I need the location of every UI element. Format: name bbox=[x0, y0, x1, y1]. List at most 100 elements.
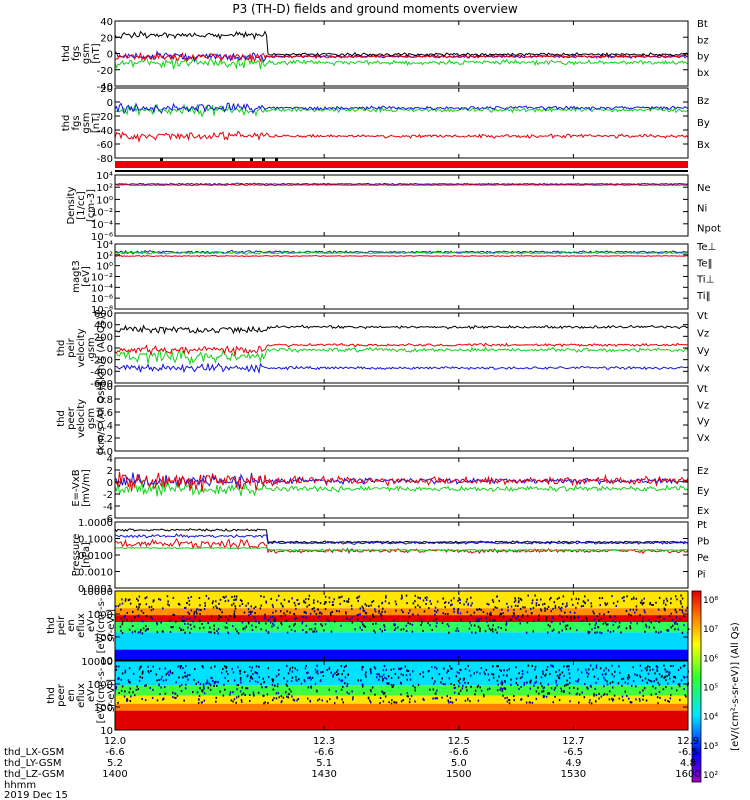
spectrogram-pixel bbox=[545, 695, 548, 698]
y-tick-label: 1000 bbox=[88, 680, 113, 691]
spectrogram-pixel bbox=[272, 618, 275, 621]
spectrogram-pixel bbox=[121, 602, 124, 605]
spectrogram-pixel bbox=[178, 676, 180, 679]
spectrogram-pixel bbox=[319, 602, 322, 605]
spectrogram-pixel bbox=[487, 688, 489, 691]
spectrogram-pixel bbox=[128, 691, 131, 694]
y-axis-label: thd fgs gsm [nT] bbox=[61, 112, 102, 133]
spectrogram-pixel bbox=[665, 670, 667, 673]
spectrogram-pixel bbox=[233, 612, 235, 615]
spectrogram-pixel bbox=[517, 605, 519, 608]
row-lx-value: -6.6 bbox=[314, 747, 334, 758]
spectrogram-pixel bbox=[656, 696, 659, 699]
spectrogram-pixel bbox=[251, 611, 253, 613]
spectrogram-pixel bbox=[199, 627, 201, 630]
spectrogram-pixel bbox=[500, 682, 502, 685]
spectrogram-pixel bbox=[360, 679, 362, 682]
spectrogram-pixel bbox=[488, 627, 491, 630]
spectrogram-pixel bbox=[450, 701, 452, 704]
spectrogram-pixel bbox=[370, 672, 372, 675]
spectrogram-pixel bbox=[378, 605, 380, 608]
spectrogram-pixel bbox=[295, 675, 297, 678]
colorbar-tick-label: 10⁶ bbox=[703, 654, 718, 664]
spectrogram-pixel bbox=[185, 683, 187, 686]
spectrogram-pixel bbox=[459, 602, 461, 604]
y-axis-label-line: thd bbox=[56, 410, 67, 427]
spectrogram-pixel bbox=[189, 631, 191, 634]
spectrogram-pixel bbox=[600, 632, 603, 635]
spectrogram-pixel bbox=[510, 618, 512, 621]
spectrogram-pixel bbox=[492, 600, 495, 603]
row-lz-label: thd_LZ-GSM bbox=[4, 769, 65, 780]
spectrogram-pixel bbox=[609, 682, 612, 685]
spectrogram-pixel bbox=[180, 690, 183, 692]
spectrogram-pixel bbox=[594, 631, 596, 634]
spectrogram-pixel bbox=[378, 678, 380, 681]
spectrogram-pixel bbox=[604, 602, 606, 605]
spectrogram-pixel bbox=[281, 700, 283, 703]
spectrogram-pixel bbox=[187, 678, 189, 681]
spectrogram-pixel bbox=[517, 597, 520, 600]
spectrogram-pixel bbox=[544, 609, 546, 612]
spectrogram-pixel bbox=[660, 630, 662, 633]
spectrogram-pixel bbox=[635, 608, 638, 611]
spectrogram-pixel bbox=[241, 700, 243, 703]
spectrogram-pixel bbox=[330, 630, 333, 633]
spectrogram-pixel bbox=[156, 621, 158, 624]
spectrogram-pixel bbox=[132, 672, 135, 675]
spectrogram-pixel bbox=[239, 677, 242, 679]
spectrogram-pixel bbox=[501, 683, 503, 686]
spectrogram-pixel bbox=[263, 617, 266, 620]
figure-title: P3 (TH-D) fields and ground moments over… bbox=[232, 2, 517, 16]
spectrogram-pixel bbox=[542, 687, 545, 690]
spectrogram-pixel bbox=[512, 612, 515, 615]
spectrogram-pixel bbox=[554, 606, 557, 609]
spectrogram-pixel bbox=[604, 678, 606, 681]
spectrogram-pixel bbox=[668, 700, 670, 703]
spectrogram-pixel bbox=[126, 699, 128, 702]
spectrogram-pixel bbox=[256, 672, 259, 675]
spectrogram-pixel bbox=[521, 616, 523, 618]
legend-vz: Vz bbox=[697, 400, 709, 411]
spectrogram-pixel bbox=[629, 625, 631, 628]
spectrogram-pixel bbox=[540, 598, 542, 601]
spectrogram-pixel bbox=[400, 628, 402, 631]
spectrogram-pixel bbox=[120, 608, 122, 611]
y-tick-label: 10⁻⁴ bbox=[91, 220, 113, 231]
spectrogram-pixel bbox=[391, 686, 394, 689]
spectrogram-pixel bbox=[663, 618, 665, 620]
spectrogram-pixel bbox=[367, 696, 370, 699]
spectrogram-pixel bbox=[339, 602, 341, 605]
spectrogram-pixel bbox=[492, 676, 495, 679]
spectrogram-pixel bbox=[563, 674, 565, 677]
spectrogram-pixel bbox=[526, 681, 528, 684]
spectrogram-pixel bbox=[539, 682, 542, 685]
legend-pt: Pt bbox=[697, 520, 707, 531]
spectrogram-pixel bbox=[195, 682, 197, 685]
spectrogram-pixel bbox=[618, 665, 620, 668]
spectrogram-pixel bbox=[229, 693, 231, 696]
spectrogram-pixel bbox=[630, 621, 632, 624]
spectrogram-pixel bbox=[222, 596, 225, 598]
spectrogram-pixel bbox=[152, 665, 154, 668]
spectrogram-pixel bbox=[359, 613, 361, 616]
spectrogram-pixel bbox=[569, 676, 571, 679]
spectrogram-pixel bbox=[382, 678, 384, 680]
spectrogram-pixel bbox=[198, 597, 201, 599]
spectrogram-pixel bbox=[150, 609, 153, 612]
spectrogram-pixel bbox=[361, 666, 363, 669]
y-axis-label-line: peer bbox=[66, 406, 77, 430]
spectrogram-pixel bbox=[532, 619, 535, 622]
spectrogram-pixel bbox=[277, 673, 280, 676]
spectrogram-pixel bbox=[462, 679, 465, 682]
spectrogram-pixel bbox=[305, 616, 307, 619]
spectrogram-pixel bbox=[453, 610, 455, 613]
spectrogram-pixel bbox=[133, 694, 136, 697]
spectrogram-pixel bbox=[362, 623, 364, 626]
spectrogram-pixel bbox=[435, 697, 438, 700]
spectrogram-pixel bbox=[184, 671, 186, 674]
spectrogram-pixel bbox=[222, 694, 225, 697]
spectrogram-pixel bbox=[551, 664, 554, 667]
spectrogram-pixel bbox=[643, 597, 645, 600]
spectrogram-pixel bbox=[657, 608, 660, 611]
